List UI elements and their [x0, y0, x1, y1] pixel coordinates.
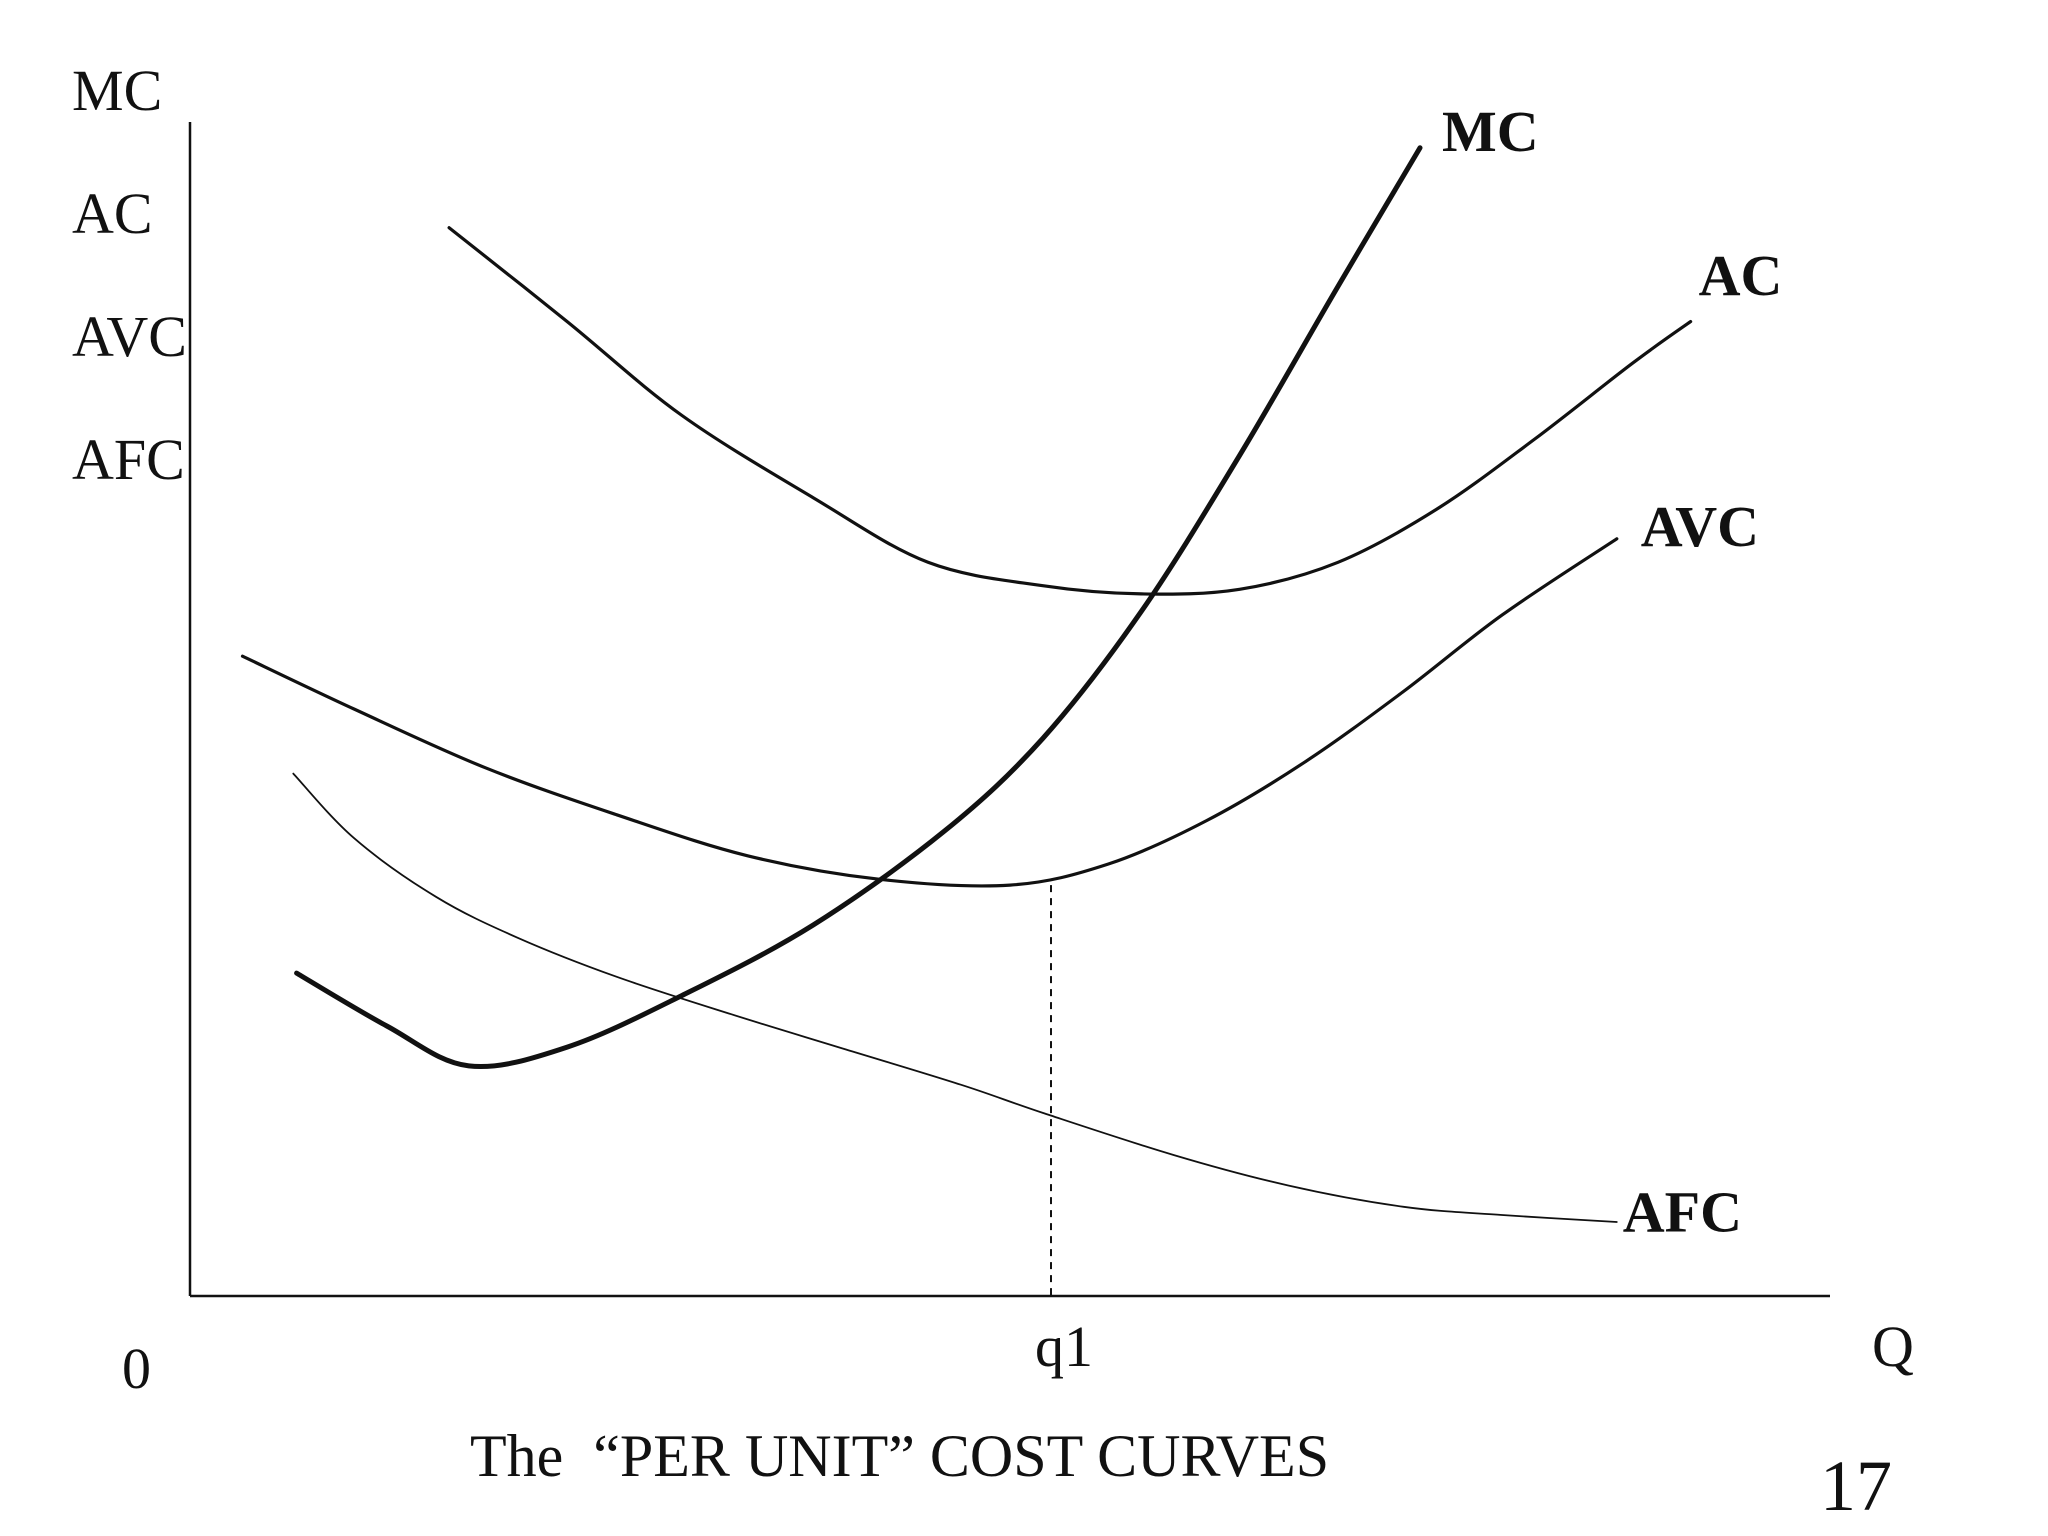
- y-label-afc: AFC: [72, 427, 185, 492]
- y-label-mc: MC: [72, 58, 163, 123]
- x-axis-label: Q: [1872, 1314, 1914, 1379]
- y-label-avc: AVC: [72, 304, 187, 369]
- avc-curve-label: AVC: [1641, 494, 1759, 559]
- origin-label: 0: [122, 1336, 151, 1401]
- chart-caption: The “PER UNIT” COST CURVES: [470, 1423, 1330, 1489]
- y-label-ac: AC: [72, 181, 153, 246]
- x-tick-q1: q1: [1035, 1314, 1093, 1379]
- mc-curve: [294, 145, 1423, 1070]
- ac-curve-label: AC: [1699, 243, 1783, 308]
- afc-curve-label: AFC: [1623, 1179, 1742, 1244]
- mc-curve-label: MC: [1442, 99, 1539, 164]
- page-number: 17: [1820, 1446, 1892, 1526]
- ac-curve: [447, 226, 1693, 596]
- avc-curve: [240, 537, 1619, 888]
- afc-curve: [292, 772, 1618, 1223]
